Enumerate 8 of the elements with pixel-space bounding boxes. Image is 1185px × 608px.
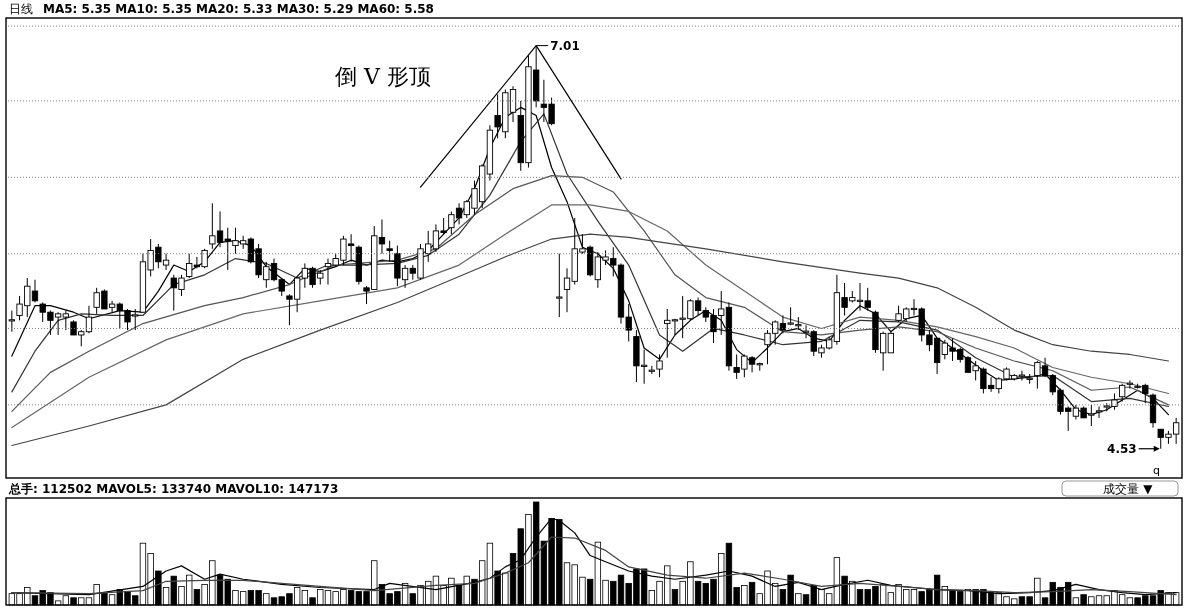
annotation: 倒 V 形顶 bbox=[335, 64, 431, 89]
text: 成交量 ▼ bbox=[1103, 482, 1154, 496]
chart-subtitle: MA5: 5.35 MA10: 5.35 MA20: 5.33 MA30: 5.29 MA60: 5.58 bbox=[43, 2, 434, 16]
chart-title: 总手: 112502 MAVOL5: 133740 MAVOL10: 147173 bbox=[8, 482, 339, 496]
annotation: 7.01 bbox=[550, 38, 580, 53]
chart-title: 日线 bbox=[9, 2, 33, 16]
annotation: q bbox=[1153, 464, 1160, 477]
annotation: 4.53 bbox=[1107, 441, 1137, 456]
